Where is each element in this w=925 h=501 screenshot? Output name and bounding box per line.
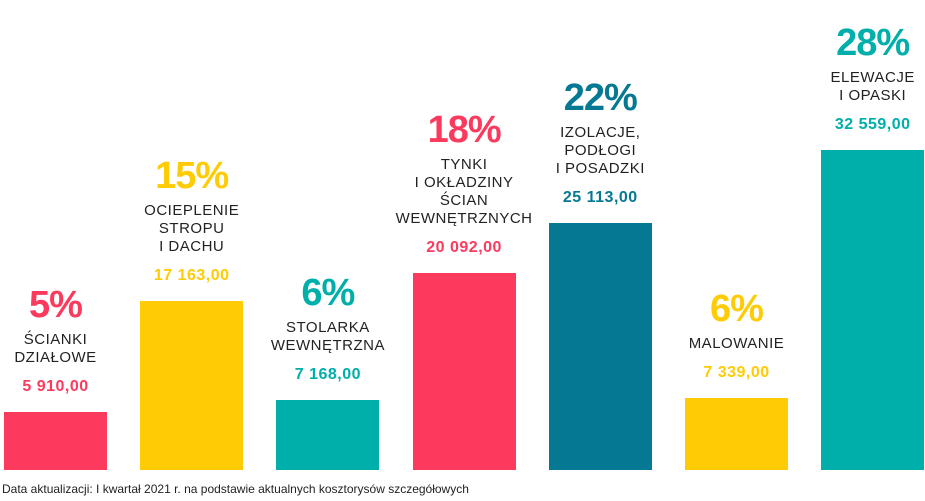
category-label-line: ELEWACJE <box>830 69 915 86</box>
bar-6 <box>685 398 788 470</box>
percent-label: 6% <box>710 288 764 330</box>
bar-2 <box>140 301 244 470</box>
percent-label: 5% <box>29 284 83 326</box>
bar-value-label: 7 339,00 <box>703 364 770 381</box>
category-label: ELEWACJE I OPASKI <box>791 69 925 105</box>
bar-value-label: 32 559,00 <box>834 116 911 133</box>
category-label-line: I POSADZKI <box>555 160 645 177</box>
category-label: TYNKI I OKŁADZINY ŚCIAN WEWNĘTRZNYCH <box>383 156 546 228</box>
category-label-line: WEWNĘTRZNA <box>270 337 385 354</box>
bar-7 <box>821 150 925 470</box>
category-label: STOLARKA WEWNĘTRZNA <box>246 319 409 355</box>
category-label: ŚCIANKI DZIAŁOWE <box>0 331 137 367</box>
category-label-line: WEWNĘTRZNYCH <box>395 210 533 227</box>
category-label-line: OCIEPLENIE <box>144 202 240 219</box>
percent-label: 18% <box>427 109 502 151</box>
bar-value-label: 17 163,00 <box>153 267 230 284</box>
category-label-line: STOLARKA <box>286 319 370 336</box>
category-label-line: DZIAŁOWE <box>14 349 97 366</box>
percent-label: 6% <box>301 272 355 314</box>
category-label: MALOWANIE <box>655 335 818 353</box>
category-label-line: TYNKI <box>440 156 488 173</box>
category-label-line: IZOLACJE, <box>560 124 641 141</box>
bar-value-label: 25 113,00 <box>562 189 638 206</box>
category-label: IZOLACJE, PODŁOGI I POSADZKI <box>519 124 682 178</box>
category-label-line: ŚCIANKI <box>23 331 88 348</box>
percent-label: 22% <box>563 77 638 119</box>
bar-value-label: 20 092,00 <box>426 239 502 256</box>
percent-label: 15% <box>155 155 229 197</box>
category-label-line: I DACHU <box>159 238 225 255</box>
bar-value-label: 5 910,00 <box>22 378 89 395</box>
bar-5 <box>548 223 652 470</box>
category-label-line: STROPU <box>158 220 225 237</box>
percent-label: 28% <box>836 22 910 64</box>
bar-1 <box>4 412 107 470</box>
category-label-line: PODŁOGI <box>564 142 637 159</box>
category-label-line: I OKŁADZINY <box>414 174 514 191</box>
bar-3 <box>276 400 380 470</box>
category-label-line: I OPASKI <box>839 87 907 104</box>
footnote: Data aktualizacji: I kwartał 2021 r. na … <box>2 482 469 496</box>
category-label-line: MALOWANIE <box>688 335 785 352</box>
category-label-line: ŚCIAN <box>439 192 489 209</box>
category-label: OCIEPLENIE STROPU I DACHU <box>110 202 273 256</box>
bar-4 <box>412 273 516 470</box>
bar-value-label: 7 168,00 <box>294 366 362 383</box>
